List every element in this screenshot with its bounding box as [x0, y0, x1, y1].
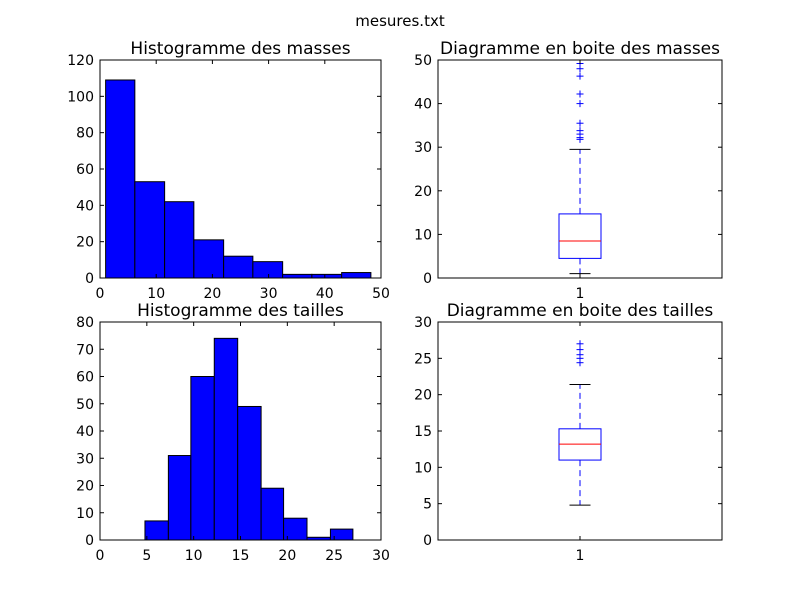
subplot-1: Histogramme des masses 0 10 20 30 40 50 0 20 40 60… [67, 39, 390, 302]
x-tick-label: 1 [576, 548, 585, 564]
histogram-bar [252, 261, 284, 279]
axes-frame [99, 321, 382, 541]
y-tick-label: 50 [414, 53, 432, 69]
x-tick-label: 25 [325, 548, 343, 564]
x-tick-label: 0 [96, 548, 105, 564]
y-tick-label: 80 [76, 315, 94, 331]
histogram-bar [144, 520, 169, 541]
subplot-title: Diagramme en boite des masses [440, 39, 720, 59]
histogram-bar [134, 181, 166, 279]
y-tick-label: 0 [85, 271, 94, 287]
subplot-4: Diagramme en boite des tailles1051015202… [414, 301, 723, 564]
y-tick-label: 15 [414, 424, 432, 440]
y-tick-label: 30 [414, 315, 432, 331]
histogram-bar [311, 273, 343, 279]
axes-frame [437, 59, 723, 279]
histogram-bar [341, 272, 372, 279]
x-tick-label: 20 [203, 286, 221, 302]
y-tick-label: 30 [76, 451, 94, 467]
histogram-bar [190, 376, 215, 541]
y-tick-label: 60 [76, 370, 94, 386]
y-tick-label: 40 [76, 424, 94, 440]
x-tick-label: 20 [278, 548, 296, 564]
y-tick-label: 0 [423, 271, 432, 287]
x-tick-label: 10 [147, 286, 165, 302]
y-tick-label: 30 [414, 140, 432, 156]
outlier-marker [576, 90, 584, 98]
y-tick-label: 10 [414, 227, 432, 243]
histogram-bar [164, 201, 195, 279]
histogram-bar [237, 405, 262, 541]
histogram-bar [167, 455, 192, 541]
figure-suptitle: mesures.txt [355, 12, 445, 30]
histogram-bar [260, 487, 285, 541]
y-tick-label: 10 [76, 506, 94, 522]
x-tick-label: 0 [96, 286, 105, 302]
x-tick-label: 10 [185, 548, 203, 564]
y-tick-label: 10 [414, 460, 432, 476]
histogram-bar [105, 79, 136, 279]
y-tick-label: 80 [76, 126, 94, 142]
histogram-bar [193, 239, 225, 279]
outlier-marker [576, 100, 584, 108]
outlier-marker [576, 127, 584, 135]
y-tick-label: 20 [76, 479, 94, 495]
y-tick-label: 100 [67, 89, 94, 105]
outlier-marker [576, 72, 584, 80]
y-tick-label: 25 [414, 351, 432, 367]
subplot-title: Histogramme des tailles [137, 301, 344, 321]
outlier-marker [576, 119, 584, 127]
subplot-2: Diagramme en boite des masses10102030405… [414, 39, 723, 302]
x-tick-label: 50 [372, 286, 390, 302]
outlier-marker [576, 340, 584, 348]
y-tick-label: 20 [414, 388, 432, 404]
y-tick-label: 40 [414, 97, 432, 113]
x-tick-label: 1 [576, 286, 585, 302]
subplot-3: Histogramme des tailles 0 5 10 15 20 25 30 0 10 20… [76, 301, 390, 564]
subplot-title: Histogramme des masses [130, 39, 350, 59]
y-tick-label: 20 [414, 184, 432, 200]
y-tick-label: 40 [76, 198, 94, 214]
histogram-bar [223, 255, 254, 279]
x-tick-label: 30 [260, 286, 278, 302]
histogram-bar [213, 337, 239, 541]
box-iqr [558, 213, 602, 259]
histogram-bar [282, 273, 313, 279]
axes-frame [437, 321, 723, 541]
y-tick-label: 50 [76, 397, 94, 413]
y-tick-label: 0 [423, 533, 432, 549]
y-tick-label: 0 [85, 533, 94, 549]
x-tick-label: 40 [316, 286, 334, 302]
y-tick-label: 70 [76, 342, 94, 358]
x-tick-label: 5 [142, 548, 151, 564]
subplot-title: Diagramme en boite des tailles [447, 301, 714, 321]
x-tick-label: 30 [372, 548, 390, 564]
y-tick-label: 20 [76, 235, 94, 251]
y-tick-label: 120 [67, 53, 94, 69]
axes-frame [99, 59, 382, 279]
y-tick-label: 5 [423, 497, 432, 513]
x-tick-label: 15 [232, 548, 250, 564]
y-tick-label: 60 [76, 162, 94, 178]
